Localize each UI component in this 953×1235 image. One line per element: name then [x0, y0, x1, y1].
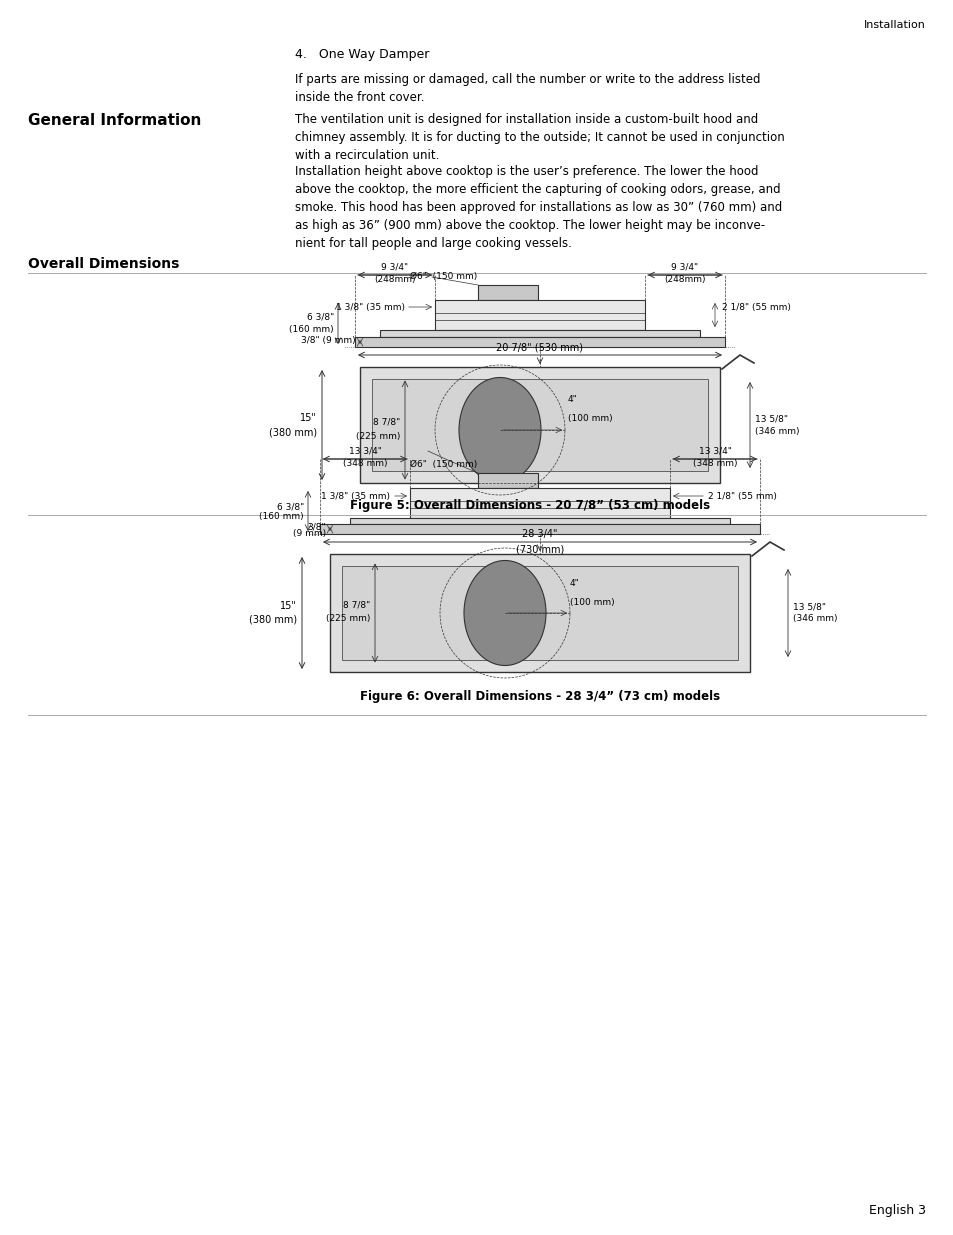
Text: 3/8": 3/8"	[307, 522, 326, 531]
Text: 2 1/8" (55 mm): 2 1/8" (55 mm)	[721, 303, 790, 311]
Text: 8 7/8": 8 7/8"	[342, 600, 370, 610]
Text: (160 mm): (160 mm)	[289, 325, 334, 333]
Text: 13 5/8": 13 5/8"	[792, 603, 825, 611]
Text: 28 3/4": 28 3/4"	[521, 529, 558, 538]
Text: (346 mm): (346 mm)	[754, 426, 799, 436]
Polygon shape	[319, 524, 760, 534]
Text: Installation: Installation	[863, 20, 925, 30]
Text: (100 mm): (100 mm)	[567, 414, 612, 424]
Text: 8 7/8": 8 7/8"	[373, 417, 399, 426]
Text: (9 mm): (9 mm)	[293, 530, 326, 538]
Text: 13 3/4": 13 3/4"	[698, 446, 731, 454]
Text: (248mm): (248mm)	[663, 275, 705, 284]
Polygon shape	[379, 330, 700, 337]
Text: 4": 4"	[567, 395, 578, 404]
Text: Ø6"  (150 mm): Ø6" (150 mm)	[410, 273, 476, 282]
Text: 4": 4"	[569, 579, 579, 588]
Polygon shape	[359, 367, 720, 483]
Text: 6 3/8": 6 3/8"	[307, 312, 334, 322]
Text: General Information: General Information	[28, 112, 201, 128]
Text: 9 3/4": 9 3/4"	[671, 262, 698, 270]
Text: (380 mm): (380 mm)	[249, 615, 296, 625]
Text: 13 3/4": 13 3/4"	[348, 446, 381, 454]
Polygon shape	[372, 379, 707, 471]
Text: The ventilation unit is designed for installation inside a custom-built hood and: The ventilation unit is designed for ins…	[294, 112, 784, 162]
Text: Overall Dimensions: Overall Dimensions	[28, 257, 179, 270]
Text: (225 mm): (225 mm)	[325, 615, 370, 624]
Ellipse shape	[458, 378, 540, 483]
Text: 4.   One Way Damper: 4. One Way Damper	[294, 48, 429, 61]
Text: 9 3/4": 9 3/4"	[381, 262, 408, 270]
Text: (380 mm): (380 mm)	[269, 427, 316, 437]
Text: Ø6"  (150 mm): Ø6" (150 mm)	[410, 461, 476, 469]
Text: Installation height above cooktop is the user’s preference. The lower the hood
a: Installation height above cooktop is the…	[294, 165, 781, 249]
Polygon shape	[330, 555, 749, 672]
Text: 2 1/8" (55 mm): 2 1/8" (55 mm)	[707, 492, 776, 500]
Text: (225 mm): (225 mm)	[355, 431, 399, 441]
Text: If parts are missing or damaged, call the number or write to the address listed
: If parts are missing or damaged, call th…	[294, 73, 760, 104]
Text: Figure 6: Overall Dimensions - 28 3/4” (73 cm) models: Figure 6: Overall Dimensions - 28 3/4” (…	[359, 690, 720, 703]
Polygon shape	[410, 488, 669, 517]
Text: 3/8" (9 mm): 3/8" (9 mm)	[301, 336, 355, 345]
Text: (730 mm): (730 mm)	[516, 545, 563, 555]
Text: 15": 15"	[300, 412, 316, 424]
Text: 15": 15"	[280, 601, 296, 611]
Text: (160 mm): (160 mm)	[259, 513, 304, 521]
Text: 1 3/8" (35 mm): 1 3/8" (35 mm)	[335, 303, 405, 311]
Text: (100 mm): (100 mm)	[569, 598, 614, 606]
Text: 6 3/8": 6 3/8"	[276, 503, 304, 511]
Text: (346 mm): (346 mm)	[792, 615, 837, 624]
Text: 13 5/8": 13 5/8"	[754, 415, 787, 424]
Text: 20 7/8" (530 mm): 20 7/8" (530 mm)	[496, 342, 583, 352]
Text: English 3: English 3	[868, 1204, 925, 1216]
Polygon shape	[477, 473, 537, 488]
Polygon shape	[341, 566, 738, 659]
Text: (348 mm): (348 mm)	[692, 459, 737, 468]
Polygon shape	[355, 337, 724, 347]
Ellipse shape	[463, 561, 545, 666]
Polygon shape	[350, 517, 729, 524]
Polygon shape	[477, 285, 537, 300]
Text: (348 mm): (348 mm)	[342, 459, 387, 468]
Polygon shape	[435, 300, 644, 330]
Text: 1 3/8" (35 mm): 1 3/8" (35 mm)	[320, 492, 390, 500]
Text: Figure 5: Overall Dimensions - 20 7/8” (53 cm) models: Figure 5: Overall Dimensions - 20 7/8” (…	[350, 499, 709, 513]
Text: (248mm): (248mm)	[374, 275, 416, 284]
